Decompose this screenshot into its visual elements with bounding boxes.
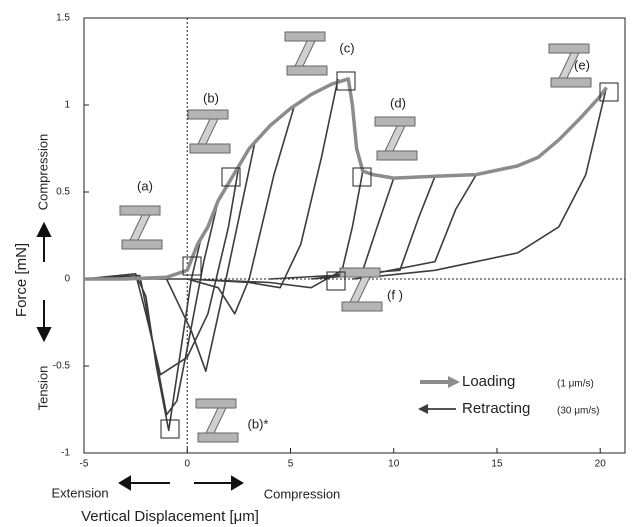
- marker-box: [182, 256, 202, 276]
- icon-beam: [205, 407, 227, 434]
- y-axis-label: Force [mN]: [13, 243, 30, 317]
- icon-bottom: [550, 77, 592, 88]
- legend-rate: (30 μm/s): [557, 406, 599, 417]
- icon-beam: [349, 276, 371, 303]
- annotation: (b)*: [248, 416, 269, 431]
- icon-bottom: [197, 432, 239, 443]
- y-tick-label: -1: [61, 448, 70, 459]
- icon-bottom: [189, 143, 231, 154]
- y-tick-label: 1: [64, 100, 70, 111]
- cantilever-icon: [339, 267, 383, 312]
- legend-label: Retracting: [462, 400, 530, 417]
- y-tick-label: -0.5: [53, 361, 71, 372]
- icon-top: [284, 31, 326, 42]
- annotation: (c): [339, 40, 354, 55]
- icon-bottom: [286, 65, 328, 76]
- legend-rate: (1 μm/s): [557, 379, 594, 390]
- marker-box: [599, 82, 619, 102]
- icon-beam: [129, 214, 151, 241]
- tension-label: Tension: [35, 366, 50, 411]
- marker-box: [160, 419, 180, 439]
- icon-top: [195, 398, 237, 409]
- x-compression-label: Compression: [264, 486, 341, 501]
- y-tick-label: 1.5: [56, 13, 70, 24]
- annotation: (e): [574, 57, 590, 72]
- icon-top: [339, 267, 381, 278]
- legend-arrow: [448, 376, 460, 388]
- retracting-curves: [83, 78, 608, 432]
- annotation: (f ): [387, 287, 403, 302]
- plot-frame: [83, 17, 626, 454]
- icon-top: [374, 116, 416, 127]
- cantilever-icon: [187, 109, 231, 154]
- x-axis-label: Vertical Displacement [μm]: [81, 508, 259, 525]
- icon-top: [187, 109, 229, 120]
- cantilever-icon: [119, 205, 163, 250]
- marker-box: [221, 167, 241, 187]
- marker-box: [336, 71, 356, 91]
- icon-top: [119, 205, 161, 216]
- icon-beam: [197, 118, 219, 145]
- annotation: (a): [137, 178, 153, 193]
- icon-bottom: [121, 239, 163, 250]
- x-tick-label: 20: [595, 459, 607, 470]
- y-tick-label: 0.5: [56, 187, 70, 198]
- x-tick-label: 5: [288, 459, 294, 470]
- icon-bottom: [376, 150, 418, 161]
- x-tick-label: 15: [491, 459, 503, 470]
- cantilever-icon: [548, 43, 592, 88]
- icon-top: [548, 43, 590, 54]
- x-tick-label: 0: [184, 459, 190, 470]
- extension-label: Extension: [51, 485, 108, 500]
- cantilever-icon: [284, 31, 328, 76]
- marker-box: [326, 271, 346, 291]
- legend-label: Loading: [462, 373, 515, 390]
- annotation: (d): [390, 95, 406, 110]
- annotation: (b): [203, 90, 219, 105]
- icon-bottom: [341, 301, 383, 312]
- x-tick-label: -5: [80, 459, 89, 470]
- x-tick-label: 10: [388, 459, 400, 470]
- compression-label: Compression: [35, 134, 50, 211]
- cantilever-icon: [195, 398, 239, 443]
- direction-arrows: [36, 221, 244, 491]
- icon-beam: [384, 125, 406, 152]
- marker-box: [352, 167, 372, 187]
- cantilever-icon: [374, 116, 418, 161]
- loading-curve: [84, 77, 608, 281]
- y-tick-label: 0: [64, 274, 70, 285]
- legend-arrow: [418, 404, 428, 414]
- icon-beam: [294, 40, 316, 67]
